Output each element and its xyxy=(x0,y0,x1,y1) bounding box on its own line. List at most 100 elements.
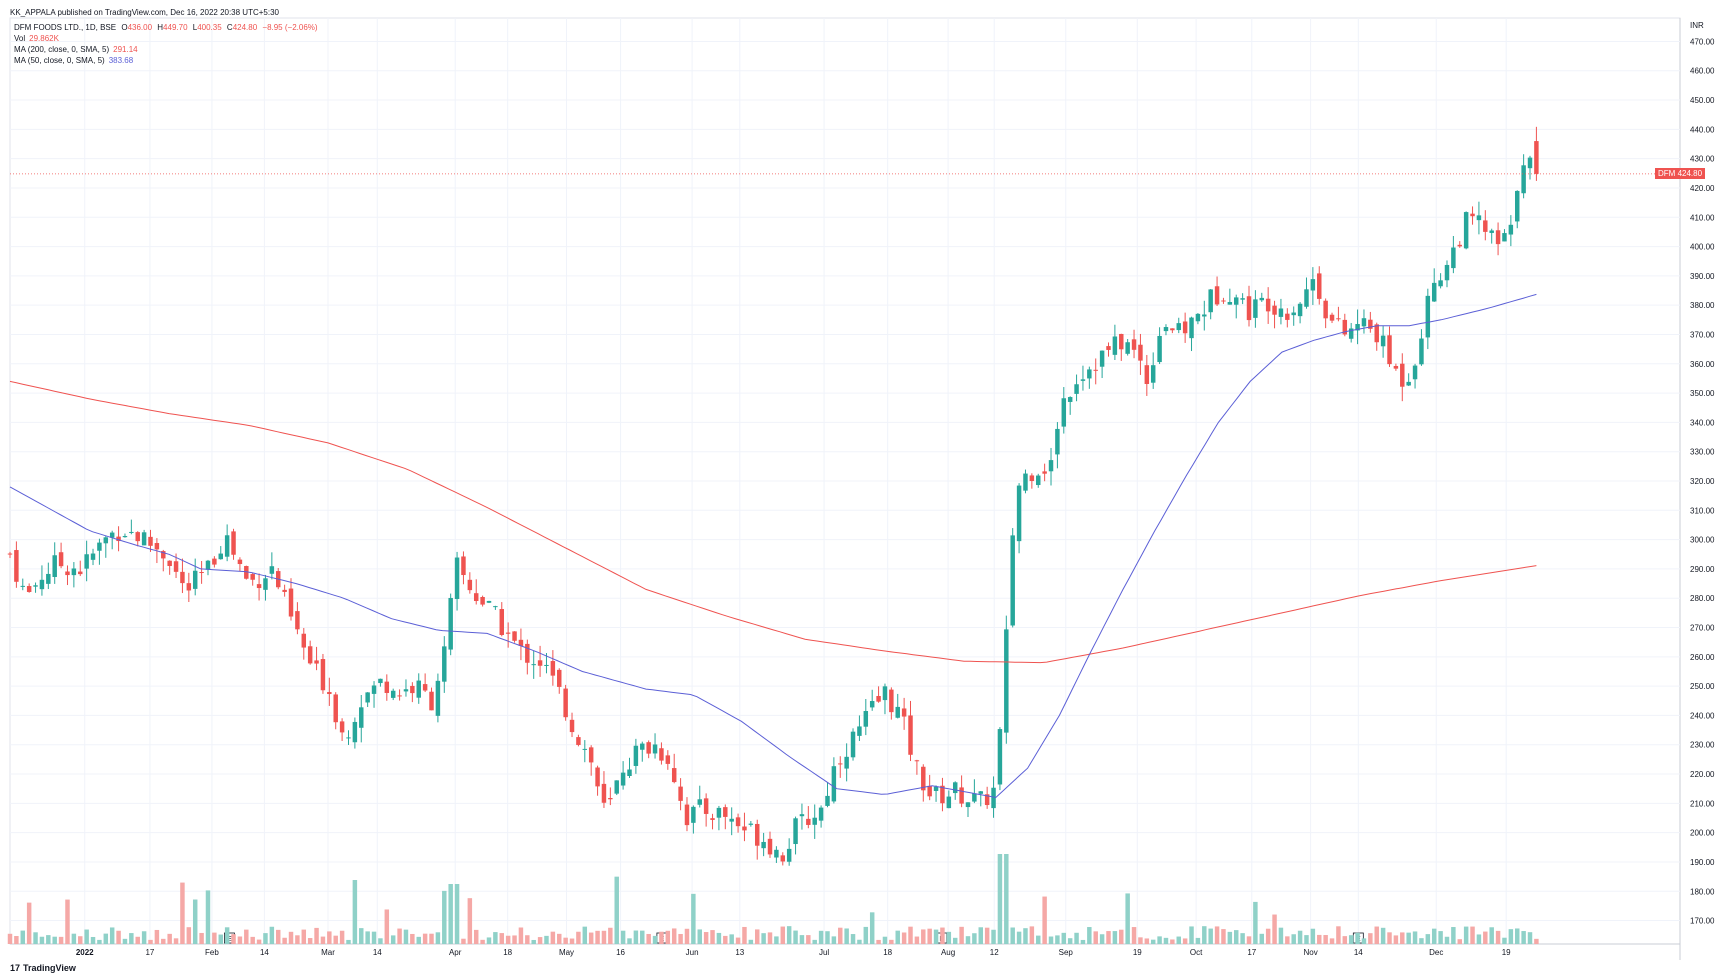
candle-body xyxy=(518,639,524,646)
candle-body xyxy=(1182,321,1188,334)
volume-bar xyxy=(186,927,192,944)
candle-body xyxy=(831,766,837,802)
candle-body xyxy=(697,799,702,805)
x-tick-label: 19 xyxy=(1502,948,1511,957)
volume-bar xyxy=(1431,928,1437,944)
candle-body xyxy=(1106,346,1111,350)
volume-bar xyxy=(838,927,843,944)
candle-body xyxy=(869,701,875,708)
tradingview-brand[interactable]: 17 TradingView xyxy=(10,963,76,973)
volume-bar xyxy=(544,935,549,944)
candle-body xyxy=(129,531,134,533)
volume-bar xyxy=(167,933,172,944)
volume-bar xyxy=(595,930,600,944)
candle-body xyxy=(429,691,434,711)
candle-body xyxy=(799,814,805,817)
y-tick-label: 170.00 xyxy=(1690,917,1715,926)
volume-bar xyxy=(135,936,140,944)
volume-bar xyxy=(1444,936,1450,944)
volume-bar xyxy=(659,931,664,944)
candle-body xyxy=(1080,379,1086,381)
volume-bar xyxy=(333,935,338,944)
x-tick-label: 17 xyxy=(1247,948,1256,957)
y-tick-label: 250.00 xyxy=(1690,682,1715,691)
volume-bar xyxy=(806,935,811,944)
volume-bar xyxy=(346,939,351,944)
volume-bar xyxy=(1208,928,1213,944)
volume-bar xyxy=(512,935,517,944)
y-tick-label: 330.00 xyxy=(1690,448,1715,457)
candle-body xyxy=(984,794,990,806)
candle-body xyxy=(933,786,939,791)
indicator-legend: Vol 29.862K MA (200, close, 0, SMA, 5) 291… xyxy=(14,33,142,66)
volume-bar xyxy=(199,932,204,944)
candle-body xyxy=(1310,279,1316,291)
volume-bar xyxy=(1412,931,1418,944)
candle-body xyxy=(550,661,556,676)
volume-bar xyxy=(1093,931,1098,944)
volume-bar xyxy=(65,899,70,944)
volume-bar xyxy=(1534,938,1539,944)
candle-body xyxy=(1208,289,1213,313)
candle-body xyxy=(84,554,89,569)
symbol-name[interactable]: DFM FOODS LTD., 1D, BSE xyxy=(14,23,117,32)
volume-bar xyxy=(122,938,128,944)
x-tick-label: Apr xyxy=(449,948,462,957)
candle-body xyxy=(473,593,479,601)
y-tick-label: 210.00 xyxy=(1690,799,1715,808)
candle-body xyxy=(359,707,364,728)
candle-body xyxy=(52,555,57,578)
volume-bar xyxy=(697,929,702,944)
candle-body xyxy=(435,680,441,716)
volume-bar xyxy=(237,936,243,944)
candle-body xyxy=(1425,295,1431,338)
candle-body xyxy=(378,678,383,684)
volume-bar xyxy=(422,933,428,944)
tradingview-logo-icon: 17 xyxy=(10,963,21,973)
volume-bar xyxy=(1361,938,1367,944)
candle-body xyxy=(237,559,243,565)
volume-bar xyxy=(1348,935,1354,944)
candle-body xyxy=(1380,335,1386,347)
candle-body xyxy=(1272,305,1277,315)
candle-body xyxy=(320,659,326,691)
volume-bar xyxy=(314,927,319,944)
volume-bar xyxy=(493,932,498,944)
candle-body xyxy=(774,849,779,858)
volume-bar xyxy=(1393,935,1399,944)
y-tick-label: 310.00 xyxy=(1690,506,1715,515)
candle-body xyxy=(991,787,996,809)
candle-body xyxy=(1227,302,1233,305)
legend-ma200[interactable]: MA (200, close, 0, SMA, 5) 291.14 xyxy=(14,44,142,55)
volume-bar xyxy=(1195,937,1201,944)
candle-body xyxy=(7,553,13,555)
candle-body xyxy=(192,570,198,589)
volume-bar xyxy=(997,854,1003,944)
candle-body xyxy=(1016,485,1022,542)
volume-bar xyxy=(786,926,792,944)
volume-bar xyxy=(729,934,734,944)
candle-body xyxy=(537,660,543,666)
volume-bar xyxy=(1150,939,1156,944)
candle-body xyxy=(1023,473,1028,491)
legend-volume[interactable]: Vol 29.862K xyxy=(14,33,142,44)
candle-body xyxy=(1438,280,1443,287)
y-tick-label: 370.00 xyxy=(1690,330,1715,339)
volume-bar xyxy=(116,930,121,944)
volume-bar xyxy=(882,936,888,944)
publisher-line: KK_APPALA published on TradingView.com, … xyxy=(10,8,282,18)
candle-body xyxy=(525,643,530,663)
candle-body xyxy=(895,706,900,718)
candle-body xyxy=(901,708,907,717)
legend-ma50[interactable]: MA (50, close, 0, SMA, 5) 383.68 xyxy=(14,55,142,66)
candle-body xyxy=(512,631,517,641)
candle-body xyxy=(563,688,568,718)
volume-bar xyxy=(269,926,275,944)
volume-bar xyxy=(723,935,728,944)
volume-bar xyxy=(1036,935,1041,944)
volume-bar xyxy=(652,935,658,944)
x-tick-label: 13 xyxy=(735,948,744,957)
candle-body xyxy=(659,748,664,761)
y-tick-label: 450.00 xyxy=(1690,96,1715,105)
